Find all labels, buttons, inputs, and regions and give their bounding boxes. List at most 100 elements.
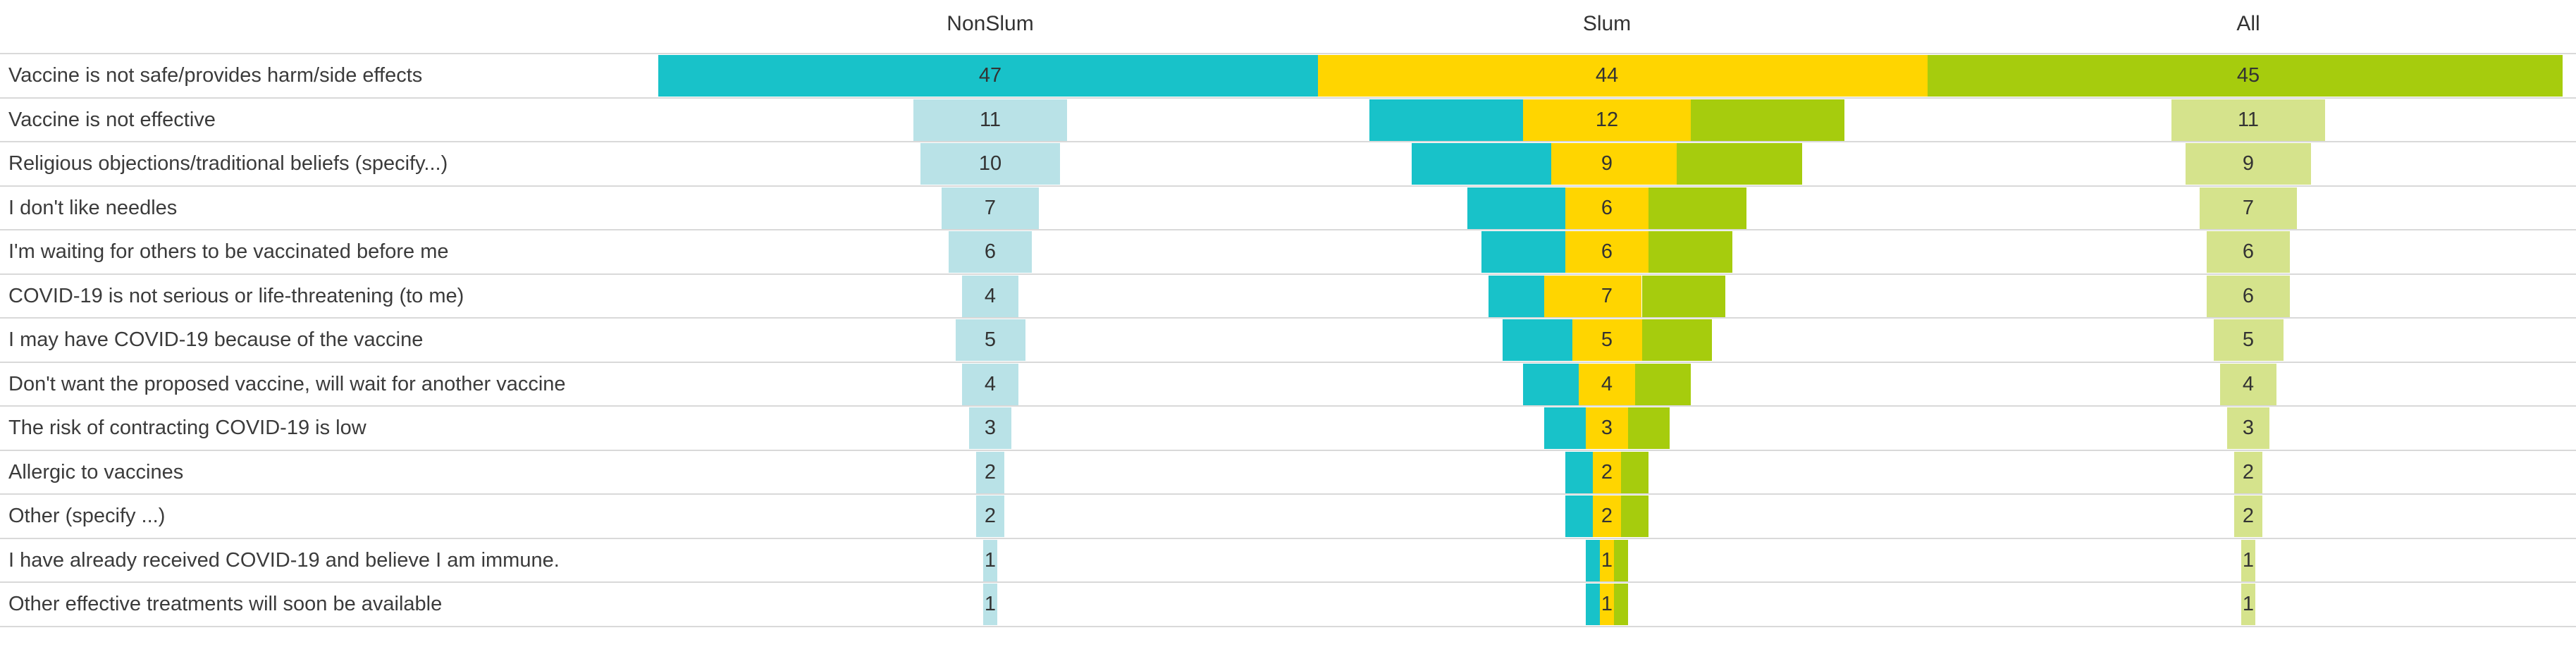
nonslum-value-label: 1 xyxy=(984,548,997,572)
slum-stack-nonslum-segment xyxy=(1543,407,1586,449)
nonslum-funnel-bar xyxy=(662,55,1319,97)
category-label: Vaccine is not effective xyxy=(8,108,216,131)
slum-stack-slum-segment xyxy=(1593,495,1621,537)
nonslum-funnel-bar xyxy=(976,495,1004,537)
slum-stack-nonslum-segment xyxy=(1565,451,1594,493)
slum-value-label: 9 xyxy=(1601,152,1613,175)
slum-stack-slum-segment xyxy=(1572,319,1642,361)
slum-value-label: 4 xyxy=(1601,372,1613,395)
all-value-label: 45 xyxy=(2236,64,2260,87)
all-value-label: 2 xyxy=(2242,505,2255,527)
category-label: I'm waiting for others to be vaccinated … xyxy=(8,240,449,263)
all-funnel-bar xyxy=(2234,495,2262,537)
nonslum-value-label: 7 xyxy=(984,196,997,219)
nonslum-value-label: 2 xyxy=(984,460,997,483)
slum-stack-all-segment xyxy=(1620,451,1649,493)
slum-stack-slum-segment xyxy=(1565,231,1649,273)
slum-stack-all-segment xyxy=(1690,99,1844,141)
slum-stack-all-segment xyxy=(1641,319,1712,361)
all-funnel-bar xyxy=(2220,363,2276,405)
slum-stack-nonslum-segment xyxy=(1488,275,1544,317)
nonslum-value-label: 1 xyxy=(984,593,997,615)
slum-value-label: 44 xyxy=(1595,64,1619,87)
gridline xyxy=(0,141,2576,142)
all-funnel-bar xyxy=(2234,451,2262,493)
gridline xyxy=(0,185,2576,187)
all-value-label: 1 xyxy=(2242,548,2255,572)
nonslum-funnel-bar xyxy=(969,407,1011,449)
slum-stack-all-segment xyxy=(1648,231,1733,273)
nonslum-value-label: 6 xyxy=(984,240,997,263)
gridline xyxy=(0,273,2576,275)
category-label: Religious objections/traditional beliefs… xyxy=(8,152,448,175)
slum-stack-all-segment xyxy=(1620,495,1649,537)
nonslum-value-label: 4 xyxy=(984,372,997,395)
slum-value-label: 1 xyxy=(1601,593,1613,615)
slum-value-label: 6 xyxy=(1601,240,1613,263)
category-label: I may have COVID-19 because of the vacci… xyxy=(8,328,424,351)
gridline xyxy=(0,625,2576,627)
slum-stack-nonslum-segment xyxy=(1481,231,1565,273)
nonslum-value-label: 4 xyxy=(984,284,997,307)
slum-value-label: 2 xyxy=(1601,505,1613,527)
all-funnel-bar xyxy=(2199,187,2298,229)
category-label: Allergic to vaccines xyxy=(8,460,184,483)
nonslum-value-label: 11 xyxy=(979,108,1002,131)
all-funnel-bar xyxy=(2213,319,2284,361)
column-header-all: All xyxy=(2236,12,2260,35)
slum-stack-nonslum-segment xyxy=(1586,539,1601,581)
gridline xyxy=(0,537,2576,539)
all-value-label: 1 xyxy=(2242,593,2255,615)
nonslum-value-label: 47 xyxy=(978,64,1002,87)
gridline xyxy=(0,229,2576,230)
nonslum-funnel-bar xyxy=(976,451,1004,493)
nonslum-value-label: 10 xyxy=(978,152,1002,175)
slum-stack-slum-segment xyxy=(1314,55,1928,97)
category-label: I don't like needles xyxy=(8,196,178,219)
gridline xyxy=(0,405,2576,407)
all-funnel-bar xyxy=(2227,407,2269,449)
slum-stack-nonslum-segment xyxy=(1467,187,1565,229)
slum-stack-slum-segment xyxy=(1523,99,1691,141)
nonslum-funnel-bar xyxy=(913,99,1067,141)
all-funnel-bar xyxy=(2185,143,2312,185)
all-funnel-bar xyxy=(1934,55,2563,97)
nonslum-funnel-bar xyxy=(962,363,1018,405)
all-value-label: 7 xyxy=(2242,196,2255,219)
category-label: The risk of contracting COVID-19 is low xyxy=(8,417,366,439)
all-value-label: 9 xyxy=(2242,152,2255,175)
slum-value-label: 2 xyxy=(1601,460,1613,483)
slum-stack-all-segment xyxy=(1613,584,1628,625)
gridline xyxy=(0,317,2576,319)
slum-value-label: 7 xyxy=(1601,284,1613,307)
category-label: Don't want the proposed vaccine, will wa… xyxy=(8,372,566,395)
slum-stack-all-segment xyxy=(1627,407,1670,449)
all-value-label: 6 xyxy=(2242,240,2255,263)
category-label: COVID-19 is not serious or life-threaten… xyxy=(8,284,464,307)
slum-value-label: 6 xyxy=(1601,196,1613,219)
slum-stack-slum-segment xyxy=(1600,584,1614,625)
all-funnel-bar xyxy=(2241,584,2255,625)
slum-stack-all-segment xyxy=(1677,143,1803,185)
nonslum-funnel-bar xyxy=(941,187,1040,229)
all-funnel-bar xyxy=(2206,275,2291,317)
slum-stack-slum-segment xyxy=(1600,539,1614,581)
slum-stack-nonslum-segment xyxy=(1369,99,1524,141)
slum-stack-nonslum-segment xyxy=(1565,495,1594,537)
all-value-label: 11 xyxy=(2237,108,2260,131)
category-label: I have already received COVID-19 and bel… xyxy=(8,548,560,572)
all-value-label: 5 xyxy=(2242,328,2255,351)
nonslum-value-label: 2 xyxy=(984,505,997,527)
slum-stack-nonslum-segment xyxy=(1586,584,1601,625)
slum-value-label: 5 xyxy=(1601,328,1613,351)
all-value-label: 4 xyxy=(2242,372,2255,395)
slum-stack-all-segment xyxy=(1648,187,1746,229)
slum-value-label: 3 xyxy=(1601,417,1613,439)
slum-stack-nonslum-segment xyxy=(1523,363,1579,405)
column-header-slum: Slum xyxy=(1582,12,1632,35)
nonslum-funnel-bar xyxy=(983,539,997,581)
all-value-label: 6 xyxy=(2242,284,2255,307)
category-label: Other effective treatments will soon be … xyxy=(8,593,443,615)
category-label: Other (specify ...) xyxy=(8,505,166,527)
